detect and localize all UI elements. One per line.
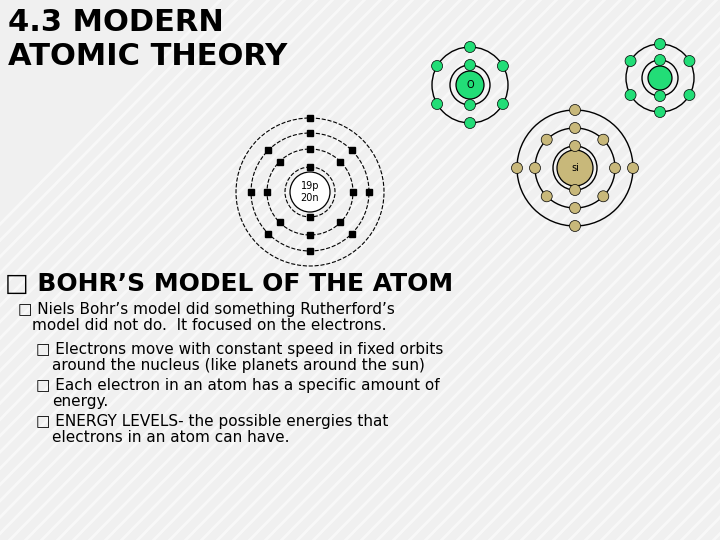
Circle shape xyxy=(654,91,665,102)
Text: □ BOHR’S MODEL OF THE ATOM: □ BOHR’S MODEL OF THE ATOM xyxy=(5,272,453,296)
Text: □ Electrons move with constant speed in fixed orbits: □ Electrons move with constant speed in … xyxy=(36,342,444,357)
Circle shape xyxy=(498,60,508,71)
Text: □ ENERGY LEVELS- the possible energies that: □ ENERGY LEVELS- the possible energies t… xyxy=(36,414,388,429)
Circle shape xyxy=(570,220,580,232)
Circle shape xyxy=(598,191,609,202)
Circle shape xyxy=(511,163,523,173)
Circle shape xyxy=(628,163,639,173)
Circle shape xyxy=(570,185,580,195)
Circle shape xyxy=(529,163,541,173)
Circle shape xyxy=(541,191,552,202)
Circle shape xyxy=(625,56,636,66)
Circle shape xyxy=(654,38,665,50)
Circle shape xyxy=(654,106,665,118)
Text: □ Niels Bohr’s model did something Rutherford’s: □ Niels Bohr’s model did something Ruthe… xyxy=(18,302,395,317)
Circle shape xyxy=(541,134,552,145)
Circle shape xyxy=(570,140,580,152)
Circle shape xyxy=(654,55,665,65)
Circle shape xyxy=(464,99,475,111)
Text: □ Each electron in an atom has a specific amount of: □ Each electron in an atom has a specifi… xyxy=(36,378,440,393)
Circle shape xyxy=(570,202,580,213)
Text: si: si xyxy=(571,163,579,173)
Text: 4.3 MODERN: 4.3 MODERN xyxy=(8,8,224,37)
Circle shape xyxy=(464,118,475,129)
Circle shape xyxy=(684,90,695,100)
Circle shape xyxy=(570,105,580,116)
Circle shape xyxy=(498,98,508,110)
Circle shape xyxy=(557,150,593,186)
Text: ATOMIC THEORY: ATOMIC THEORY xyxy=(8,42,287,71)
Circle shape xyxy=(290,172,330,212)
Circle shape xyxy=(464,59,475,71)
Circle shape xyxy=(431,60,443,71)
Text: electrons in an atom can have.: electrons in an atom can have. xyxy=(52,430,289,445)
Circle shape xyxy=(610,163,621,173)
Circle shape xyxy=(625,90,636,100)
Circle shape xyxy=(456,71,484,99)
Circle shape xyxy=(431,98,443,110)
Circle shape xyxy=(464,42,475,52)
Circle shape xyxy=(648,66,672,90)
Text: O: O xyxy=(466,80,474,90)
Text: energy.: energy. xyxy=(52,394,108,409)
Text: model did not do.  It focused on the electrons.: model did not do. It focused on the elec… xyxy=(32,318,387,333)
Text: around the nucleus (like planets around the sun): around the nucleus (like planets around … xyxy=(52,358,425,373)
Circle shape xyxy=(598,134,609,145)
Text: 19p
20n: 19p 20n xyxy=(301,181,319,203)
Circle shape xyxy=(684,56,695,66)
Circle shape xyxy=(570,123,580,133)
